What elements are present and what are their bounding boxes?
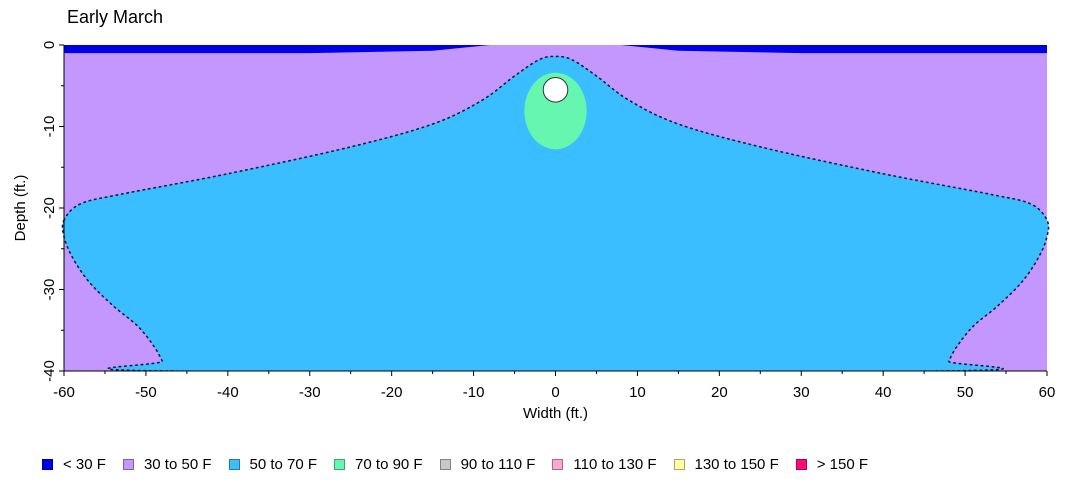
legend-item: 130 to 150 F: [673, 456, 779, 473]
legend-label: 110 to 130 F: [573, 456, 657, 473]
legend-label: > 150 F: [816, 456, 869, 473]
region-below-30: [64, 45, 1047, 54]
y-tick-label: 0: [41, 41, 58, 49]
region-50-to-70: [62, 56, 1049, 373]
x-tick-label: -10: [463, 384, 485, 401]
legend-swatch: [334, 459, 346, 470]
pipe-circle: [542, 77, 569, 103]
x-tick-label: -50: [135, 384, 157, 401]
y-tick-label: -20: [41, 197, 58, 219]
legend-label: 90 to 110 F: [460, 456, 536, 473]
legend-label: 70 to 90 F: [355, 456, 423, 473]
legend-swatch: [439, 459, 451, 470]
legend-label: 130 to 150 F: [694, 456, 779, 473]
legend-item: < 30 F: [42, 456, 106, 473]
x-tick-label: 60: [1039, 384, 1056, 401]
region-50-to-70-contour: [61, 55, 1050, 374]
legend-swatch: [122, 459, 134, 470]
y-tick-label: -40: [41, 360, 58, 382]
legend-label: 50 to 70 F: [249, 456, 318, 473]
legend-item: > 150 F: [795, 456, 869, 473]
legend-label: 30 to 50 F: [143, 456, 212, 473]
legend-swatch: [673, 459, 685, 470]
legend-item: 50 to 70 F: [228, 456, 318, 473]
y-tick-label: -30: [41, 279, 58, 301]
legend-item: 70 to 90 F: [334, 456, 423, 473]
y-tick-label: -10: [41, 116, 58, 138]
legend-swatch: [42, 459, 53, 470]
legend-swatch: [552, 459, 564, 470]
y-axis-title: Depth (ft.): [12, 175, 29, 242]
x-tick-label: -30: [299, 384, 321, 401]
legend-item: 110 to 130 F: [552, 456, 657, 473]
region-70-to-90: [524, 72, 587, 150]
plot-bottom-mask: [0, 371, 1067, 483]
chart-title: Early March: [67, 7, 164, 27]
legend-label: < 30 F: [63, 456, 106, 473]
x-tick-label: -20: [381, 384, 403, 401]
x-tick-label: 40: [875, 384, 892, 401]
x-tick-label: -60: [53, 384, 75, 401]
legend-item: 30 to 50 F: [122, 456, 212, 473]
x-tick-label: 30: [793, 384, 810, 401]
x-axis-title: Width (ft.): [523, 405, 588, 422]
legend-swatch: [228, 459, 240, 470]
legend-swatch: [795, 459, 807, 470]
x-tick-label: 0: [551, 384, 559, 401]
x-tick-label: 50: [957, 384, 974, 401]
x-tick-label: 10: [629, 384, 646, 401]
legend: < 30 F 30 to 50 F 50 to 70 F 70 to 90 F 90 t…: [42, 456, 885, 473]
legend-item: 90 to 110 F: [439, 456, 536, 473]
x-tick-label: 20: [711, 384, 728, 401]
x-tick-label: -40: [217, 384, 239, 401]
